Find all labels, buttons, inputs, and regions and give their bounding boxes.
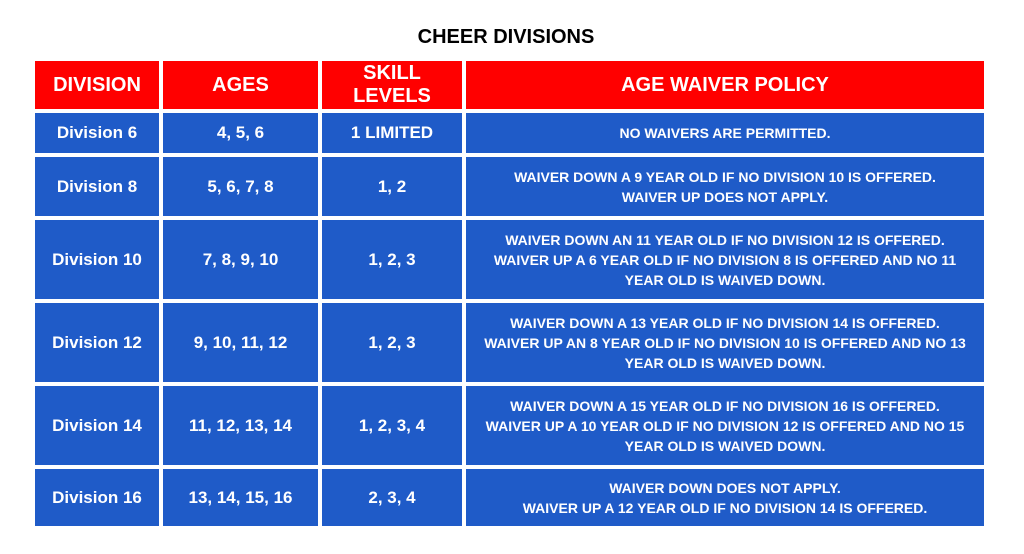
policy-cell: NO WAIVERS ARE PERMITTED. <box>466 113 984 153</box>
skill-levels-cell: 1, 2, 3 <box>322 220 462 299</box>
policy-cell: WAIVER DOWN A 9 YEAR OLD IF NO DIVISION … <box>466 157 984 216</box>
ages-cell: 4, 5, 6 <box>163 113 318 153</box>
division-cell: Division 6 <box>35 113 159 153</box>
division-cell: Division 12 <box>35 303 159 382</box>
policy-line: WAIVER DOWN A 13 YEAR OLD IF NO DIVISION… <box>510 314 940 331</box>
ages-cell: 5, 6, 7, 8 <box>163 157 318 216</box>
table-row: Division 6 4, 5, 6 1 LIMITED NO WAIVERS … <box>35 113 984 153</box>
policy-line: WAIVER UP A 6 YEAR OLD IF NO DIVISION 8 … <box>493 251 957 268</box>
ages-cell: 11, 12, 13, 14 <box>163 386 318 465</box>
policy-cell: WAIVER DOWN DOES NOT APPLY. WAIVER UP A … <box>466 469 984 526</box>
policy-line: WAIVER UP AN 8 YEAR OLD IF NO DIVISION 1… <box>484 334 966 351</box>
divisions-table: DIVISION AGES SKILL LEVELS AGE WAIVER PO… <box>31 57 988 530</box>
header-division: DIVISION <box>35 61 159 109</box>
policy-line: NO WAIVERS ARE PERMITTED. <box>619 125 831 141</box>
policy-cell: WAIVER DOWN A 13 YEAR OLD IF NO DIVISION… <box>466 303 984 382</box>
skill-levels-cell: 1, 2, 3 <box>322 303 462 382</box>
policy-line: YEAR OLD IS WAIVED DOWN. <box>624 354 826 371</box>
table-row: Division 8 5, 6, 7, 8 1, 2 WAIVER DOWN A… <box>35 157 984 216</box>
policy-line: WAIVER UP DOES NOT APPLY. <box>621 188 829 205</box>
skill-levels-cell: 1, 2, 3, 4 <box>322 386 462 465</box>
division-cell: Division 10 <box>35 220 159 299</box>
skill-levels-cell: 1, 2 <box>322 157 462 216</box>
ages-cell: 13, 14, 15, 16 <box>163 469 318 526</box>
header-skill-levels: SKILL LEVELS <box>322 61 462 109</box>
header-row: DIVISION AGES SKILL LEVELS AGE WAIVER PO… <box>35 61 984 109</box>
skill-levels-cell: 1 LIMITED <box>322 113 462 153</box>
header-age-waiver-policy: AGE WAIVER POLICY <box>466 61 984 109</box>
policy-line: WAIVER DOWN A 9 YEAR OLD IF NO DIVISION … <box>514 168 936 185</box>
policy-line: YEAR OLD IS WAIVED DOWN. <box>624 437 826 454</box>
table-row: Division 14 11, 12, 13, 14 1, 2, 3, 4 WA… <box>35 386 984 465</box>
header-ages: AGES <box>163 61 318 109</box>
policy-line: WAIVER DOWN DOES NOT APPLY. <box>609 479 841 496</box>
table-row: Division 10 7, 8, 9, 10 1, 2, 3 WAIVER D… <box>35 220 984 299</box>
ages-cell: 7, 8, 9, 10 <box>163 220 318 299</box>
division-cell: Division 16 <box>35 469 159 526</box>
page-title: CHEER DIVISIONS <box>417 26 595 48</box>
policy-cell: WAIVER DOWN A 15 YEAR OLD IF NO DIVISION… <box>466 386 984 465</box>
policy-line: WAIVER DOWN A 15 YEAR OLD IF NO DIVISION… <box>510 397 940 414</box>
division-cell: Division 14 <box>35 386 159 465</box>
ages-cell: 9, 10, 11, 12 <box>163 303 318 382</box>
table-row: Division 16 13, 14, 15, 16 2, 3, 4 WAIVE… <box>35 469 984 526</box>
policy-line: YEAR OLD IS WAIVED DOWN. <box>624 271 826 288</box>
skill-levels-cell: 2, 3, 4 <box>322 469 462 526</box>
policy-line: WAIVER DOWN AN 11 YEAR OLD IF NO DIVISIO… <box>505 231 945 248</box>
policy-cell: WAIVER DOWN AN 11 YEAR OLD IF NO DIVISIO… <box>466 220 984 299</box>
table-row: Division 12 9, 10, 11, 12 1, 2, 3 WAIVER… <box>35 303 984 382</box>
division-cell: Division 8 <box>35 157 159 216</box>
policy-line: WAIVER UP A 12 YEAR OLD IF NO DIVISION 1… <box>522 499 928 516</box>
policy-line: WAIVER UP A 10 YEAR OLD IF NO DIVISION 1… <box>485 417 965 434</box>
